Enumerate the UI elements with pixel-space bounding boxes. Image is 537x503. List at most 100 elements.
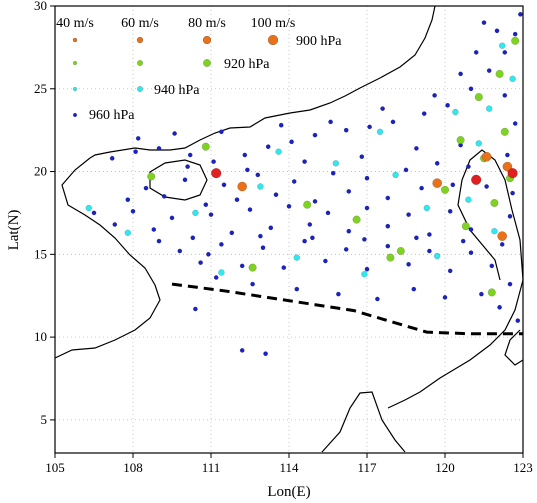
data-point bbox=[392, 171, 399, 179]
data-point bbox=[487, 288, 496, 297]
legend-size-marker bbox=[203, 59, 211, 67]
data-point bbox=[414, 146, 419, 151]
data-point bbox=[468, 250, 474, 256]
data-point bbox=[185, 164, 190, 169]
data-point bbox=[289, 139, 294, 145]
data-point bbox=[364, 175, 370, 181]
legend-speed-label: 60 m/s bbox=[121, 16, 159, 31]
islands-east bbox=[504, 329, 524, 366]
data-point bbox=[125, 197, 131, 203]
data-point bbox=[245, 167, 250, 173]
data-point bbox=[375, 296, 380, 302]
data-point bbox=[112, 222, 118, 227]
data-point bbox=[458, 71, 463, 77]
data-point bbox=[124, 229, 131, 236]
data-point bbox=[461, 222, 470, 231]
data-point bbox=[419, 185, 424, 191]
legend-pressure-label: 920 hPa bbox=[224, 57, 270, 72]
data-point bbox=[275, 148, 282, 155]
data-point bbox=[263, 351, 268, 357]
legend-speed-label: 80 m/s bbox=[188, 16, 226, 31]
data-point bbox=[293, 254, 300, 261]
data-point bbox=[509, 75, 516, 82]
data-point bbox=[490, 198, 499, 207]
legend-size-marker bbox=[267, 34, 279, 46]
data-points bbox=[85, 11, 523, 357]
data-point bbox=[229, 230, 235, 236]
data-point bbox=[258, 233, 263, 239]
data-point bbox=[471, 174, 482, 185]
data-point bbox=[255, 172, 261, 178]
data-point bbox=[427, 248, 432, 254]
data-point bbox=[234, 197, 240, 203]
data-point bbox=[302, 159, 307, 164]
data-point bbox=[465, 196, 472, 203]
data-point bbox=[218, 269, 225, 276]
data-point bbox=[414, 235, 419, 241]
data-point bbox=[133, 149, 138, 155]
data-point bbox=[221, 182, 227, 188]
data-point bbox=[507, 168, 518, 179]
data-point bbox=[502, 50, 508, 55]
data-point bbox=[294, 286, 300, 292]
data-point bbox=[278, 122, 284, 128]
dashed-boundary-line bbox=[171, 282, 523, 336]
data-point bbox=[208, 212, 214, 217]
data-point bbox=[403, 167, 409, 173]
data-point bbox=[193, 306, 198, 312]
south-china-coastline bbox=[89, 5, 436, 159]
grid-lines bbox=[55, 6, 523, 453]
data-point bbox=[346, 228, 352, 234]
data-point bbox=[187, 152, 193, 158]
data-point bbox=[250, 281, 255, 287]
data-point bbox=[211, 159, 216, 164]
data-point bbox=[343, 127, 349, 133]
data-point bbox=[203, 202, 209, 208]
x-tick-label: 108 bbox=[123, 460, 143, 475]
data-point bbox=[434, 160, 440, 166]
data-point bbox=[497, 304, 502, 310]
data-point bbox=[380, 106, 385, 111]
data-point bbox=[445, 102, 450, 108]
data-point bbox=[473, 50, 479, 55]
data-point bbox=[147, 172, 156, 181]
y-tick-label: 5 bbox=[41, 412, 48, 427]
y-axis-ticks: 5 10 15 20 25 30 bbox=[34, 0, 55, 427]
data-point bbox=[512, 121, 518, 126]
y-tick-label: 10 bbox=[34, 329, 47, 344]
x-tick-label: 120 bbox=[435, 460, 455, 475]
legend-size-marker bbox=[137, 86, 143, 92]
data-point bbox=[481, 20, 487, 25]
data-point bbox=[484, 184, 489, 189]
data-point bbox=[156, 238, 162, 244]
data-point bbox=[500, 127, 509, 136]
legend-size-marker bbox=[137, 60, 143, 66]
data-point bbox=[507, 213, 513, 219]
data-point bbox=[198, 260, 203, 265]
gulf-of-tonkin-coast bbox=[54, 157, 161, 359]
data-point bbox=[325, 210, 331, 216]
data-point bbox=[494, 28, 500, 34]
data-point bbox=[396, 246, 405, 255]
data-point bbox=[156, 146, 162, 151]
data-point bbox=[361, 271, 368, 278]
data-point bbox=[499, 42, 506, 49]
data-point bbox=[481, 151, 492, 162]
data-point bbox=[332, 160, 339, 167]
taiwan-philippines-coast bbox=[387, 149, 524, 409]
coastline-outlines bbox=[54, 5, 524, 453]
data-point bbox=[265, 144, 271, 150]
legend-size-marker bbox=[72, 60, 78, 66]
legend-size-marker bbox=[72, 86, 78, 92]
data-point bbox=[143, 185, 149, 191]
data-point bbox=[385, 195, 391, 201]
data-point bbox=[302, 238, 307, 244]
data-point bbox=[273, 192, 279, 198]
y-tick-label: 25 bbox=[34, 81, 47, 96]
data-point bbox=[432, 178, 443, 188]
plot-frame bbox=[54, 5, 524, 454]
data-point bbox=[219, 242, 224, 247]
legend-speed-label: 40 m/s bbox=[56, 16, 94, 31]
data-point bbox=[367, 124, 372, 130]
